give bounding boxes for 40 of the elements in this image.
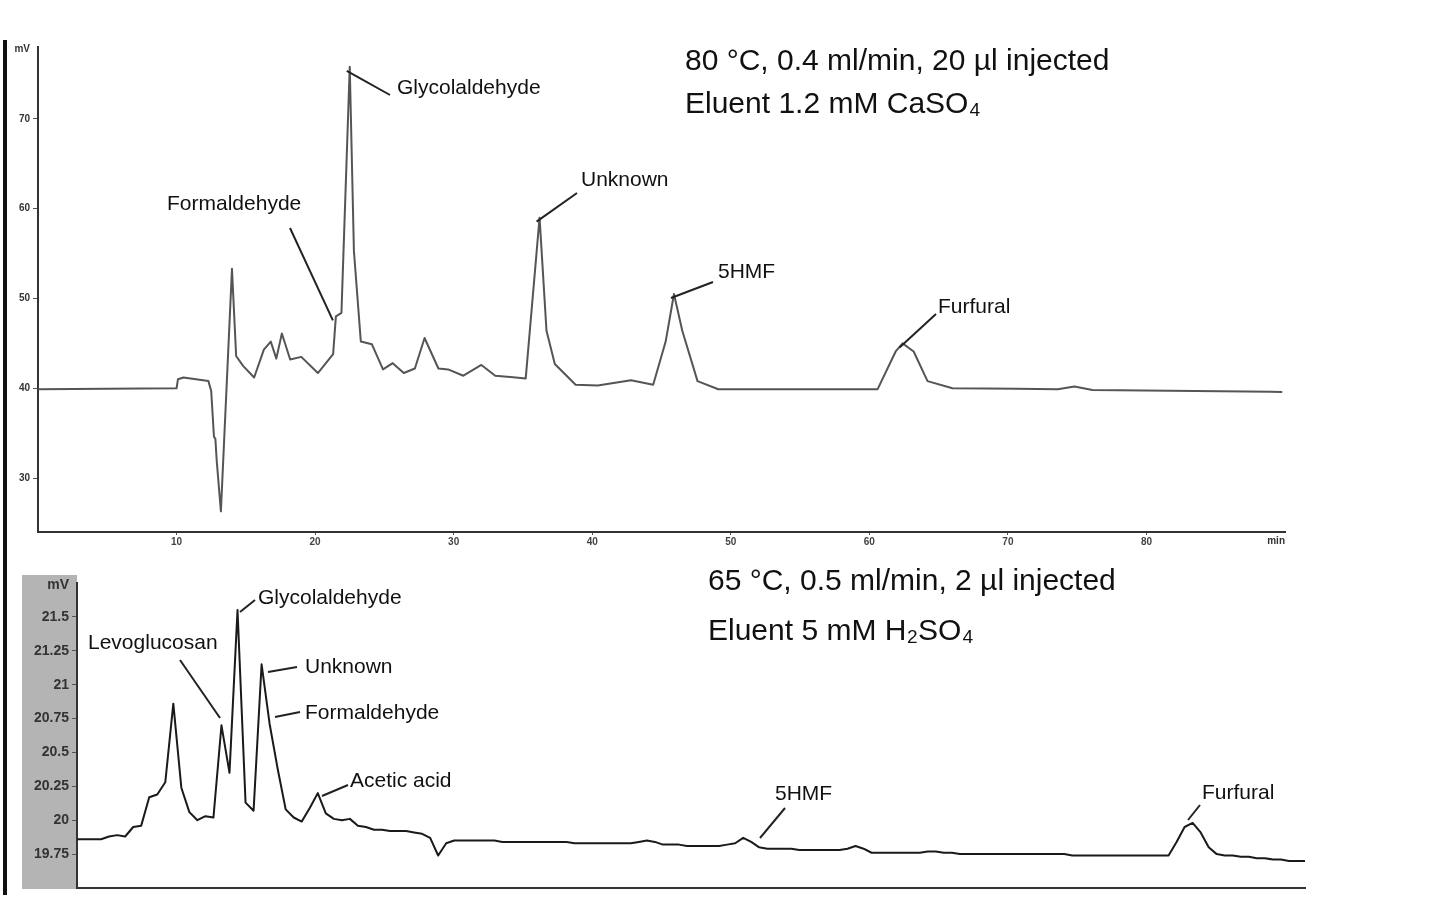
y-tick-label: 21 <box>53 675 70 692</box>
y-tick-label: 19.75 <box>33 844 70 861</box>
text: Eluent 5 mM H₂SO₄ <box>708 613 974 647</box>
x-tick-label: 60 <box>863 535 876 547</box>
annotation: Formaldehyde <box>305 699 440 723</box>
annotation: Furfural <box>1202 779 1275 803</box>
annotation: Formaldehyde <box>167 190 302 214</box>
x-tick-label: 10 <box>170 535 183 547</box>
y-tick-label: 60 <box>18 202 31 214</box>
annotation: 5HMF <box>718 258 776 282</box>
y-tick-label: 30 <box>18 471 31 483</box>
y-tick-label: 21.5 <box>41 607 70 624</box>
annotation: Furfural <box>938 293 1011 317</box>
y-tick-label: 40 <box>18 382 31 394</box>
y-tick-label: 20.5 <box>41 743 70 760</box>
y-tick-label: 20.25 <box>33 777 70 794</box>
chart-title: 80 °C, 0.4 ml/min, 20 µl injected <box>685 43 1110 77</box>
y-tick-label: 50 <box>18 292 31 304</box>
annotation: Unknown <box>581 166 669 190</box>
annotation: Acetic acid <box>350 767 452 791</box>
x-tick-label: 80 <box>1140 535 1153 547</box>
annotation: Glycolaldehyde <box>258 584 402 608</box>
y-tick-label: 20.75 <box>33 709 70 726</box>
y-axis-title: mV <box>14 42 31 54</box>
y-tick-label: 21.25 <box>33 641 70 658</box>
x-tick-label: 20 <box>309 535 322 547</box>
x-tick-label: 50 <box>725 535 737 547</box>
y-tick-label: 70 <box>18 112 31 124</box>
annotation: 5HMF <box>775 780 833 804</box>
annotation: Levoglucosan <box>88 629 218 653</box>
x-tick-label: 30 <box>448 535 460 547</box>
x-tick-label: 40 <box>586 535 599 547</box>
x-axis-title: min <box>1267 534 1285 546</box>
annotation: Glycolaldehyde <box>397 74 541 98</box>
chart-title: 65 °C, 0.5 ml/min, 2 µl injected <box>708 563 1116 597</box>
annotation: Unknown <box>305 653 393 677</box>
y-axis-title: mV <box>47 575 70 592</box>
y-tick-label: 20 <box>53 811 70 828</box>
text: Eluent 1.2 mM CaSO₄ <box>685 86 981 120</box>
x-tick-label: 70 <box>1002 535 1014 547</box>
